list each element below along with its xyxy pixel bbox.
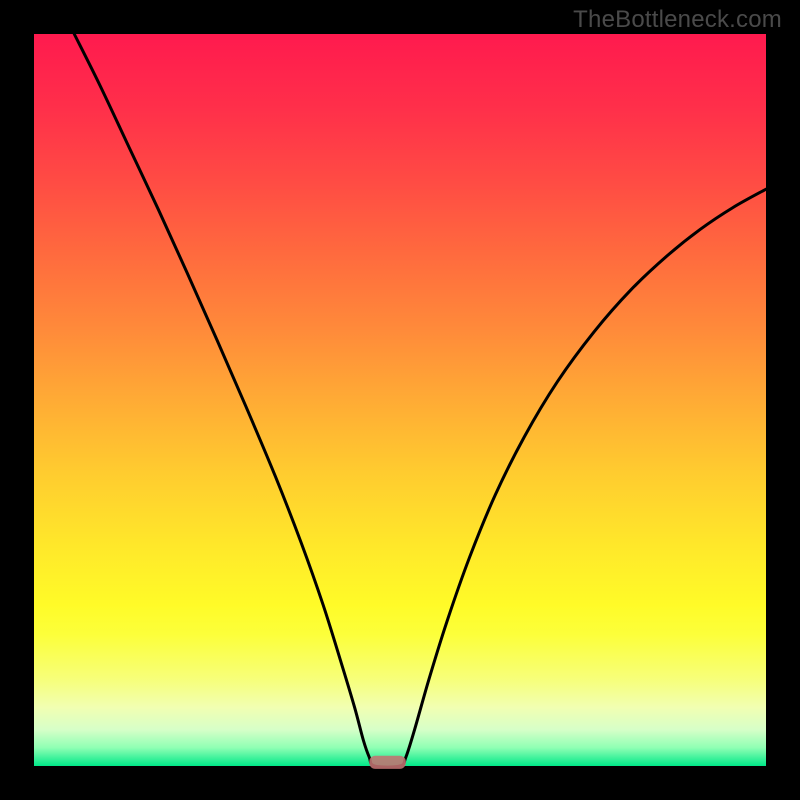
watermark-text: TheBottleneck.com bbox=[573, 6, 782, 34]
plot-background bbox=[34, 34, 766, 766]
minimum-marker bbox=[369, 756, 406, 769]
chart-svg bbox=[0, 0, 800, 800]
bottleneck-chart: TheBottleneck.com bbox=[0, 0, 800, 800]
